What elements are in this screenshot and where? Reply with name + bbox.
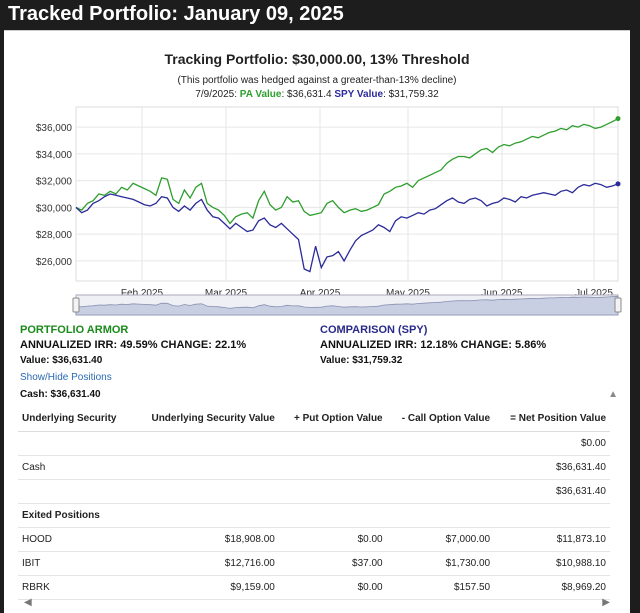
table-cell (132, 503, 279, 528)
table-cell: $10,988.10 (494, 551, 610, 576)
series-endpoint-spy (615, 181, 621, 187)
spy-value-label: SPY Value (334, 89, 384, 100)
table-cell: $7,000.00 (386, 527, 495, 552)
table-section-row: Exited Positions (18, 503, 610, 528)
table-cell: $157.50 (386, 575, 495, 600)
table-cell: HOOD (18, 527, 133, 552)
page-title: Tracked Portfolio: January 09, 2025 (8, 3, 344, 25)
navigator-handle-left (72, 297, 80, 313)
y-tick-label: $32,000 (36, 177, 73, 188)
col-net-position-value: = Net Position Value (494, 405, 610, 432)
col-put-option-value: + Put Option Value (278, 405, 387, 432)
portfolio-chart[interactable]: $36,000 $34,000 $32,000 $30,000 $28,000 $26,0… (4, 101, 630, 321)
cash-line: Cash: $36,631.40 (20, 389, 101, 400)
table-cell: $0.00 (278, 575, 387, 600)
y-tick-label: $36,000 (36, 123, 73, 134)
table-header-row: Underlying Security Underlying Security … (18, 405, 610, 432)
chart-title: Tracking Portfolio: $30,000.00, 13% Thre… (164, 51, 470, 67)
table-cell (386, 431, 495, 456)
table-cell (386, 455, 495, 480)
table-cell: $36,631.40 (494, 455, 610, 480)
table-cell: $18,908.00 (132, 527, 279, 552)
table-cell: $1,730.00 (386, 551, 495, 576)
scroll-up-icon[interactable]: ▲ (608, 389, 618, 400)
pa-value-label: PA Value (239, 89, 282, 100)
pa-stats: ANNUALIZED IRR: 49.59% CHANGE: 22.1% (20, 339, 247, 351)
y-tick-label: $34,000 (36, 150, 73, 161)
series-line-spy (75, 182, 619, 273)
table-cell (386, 503, 495, 528)
series-endpoint-pa (615, 116, 621, 122)
table-cell (132, 479, 279, 504)
spy-summary: COMPARISON (SPY) ANNUALIZED IRR: 12.18% … (320, 323, 546, 368)
y-tick-label: $26,000 (36, 257, 73, 268)
table-cell: $37.00 (278, 551, 387, 576)
spy-value-text: : $31,759.32 (383, 89, 439, 100)
positions-table: Underlying Security Underlying Security … (18, 405, 610, 600)
table-cell: Cash (18, 455, 133, 480)
y-tick-label: $30,000 (36, 203, 73, 214)
chart-tooltip-values: 7/9/2025: PA Value: $36,631.4 SPY Value:… (4, 89, 630, 100)
table-row: $36,631.40 (18, 479, 610, 504)
col-underlying-security: Underlying Security (18, 405, 133, 432)
table-row: $0.00 (18, 431, 610, 456)
table-cell (278, 503, 387, 528)
col-underlying-security-value: Underlying Security Value (132, 405, 279, 432)
pa-name: PORTFOLIO ARMOR (20, 324, 129, 336)
show-hide-positions-link[interactable]: Show/Hide Positions (20, 372, 112, 383)
x-tick-label: Mar 2025 (205, 288, 248, 299)
navigator-series (75, 295, 619, 316)
x-tick-label: Jul 2025 (575, 288, 613, 299)
x-tick-label: Feb 2025 (121, 288, 164, 299)
table-cell: $11,873.10 (494, 527, 610, 552)
table-cell (278, 431, 387, 456)
plot-area (75, 106, 619, 282)
portfolio-armor-summary: PORTFOLIO ARMOR ANNUALIZED IRR: 49.59% C… (20, 323, 246, 368)
table-row: RBRK $9,159.00 $0.00 $157.50 $8,969.20 (18, 575, 610, 600)
horizontal-scrollbar[interactable]: ◀ ▶ (18, 597, 616, 609)
table-cell (132, 431, 279, 456)
tooltip-date: 7/9/2025: (195, 89, 240, 100)
series-line-pa (75, 118, 619, 225)
x-tick-label: Jun 2025 (481, 288, 523, 299)
title-bar: Tracked Portfolio: January 09, 2025 (0, 0, 640, 30)
table-cell (132, 455, 279, 480)
table-cell (386, 479, 495, 504)
spy-value: Value: $31,759.32 (320, 355, 403, 366)
table-cell (278, 455, 387, 480)
table-cell: IBIT (18, 551, 133, 576)
table-cell: RBRK (18, 575, 133, 600)
navigator-handle-right (614, 297, 622, 313)
table-cell (494, 503, 610, 528)
table-cell: Exited Positions (18, 503, 133, 528)
y-tick-label: $28,000 (36, 230, 73, 241)
table-cell: $0.00 (278, 527, 387, 552)
col-call-option-value: - Call Option Value (386, 405, 495, 432)
table-row: Cash $36,631.40 (18, 455, 610, 480)
scroll-left-icon[interactable]: ◀ (24, 597, 32, 608)
chart-subtitle: (This portfolio was hedged against a gre… (177, 75, 457, 86)
spy-stats: ANNUALIZED IRR: 12.18% CHANGE: 5.86% (320, 339, 547, 351)
table-cell: $8,969.20 (494, 575, 610, 600)
table-cell: $36,631.40 (494, 479, 610, 504)
x-tick-label: May 2025 (386, 288, 430, 299)
main-panel: Tracking Portfolio: $30,000.00, 13% Thre… (4, 30, 630, 613)
table-cell: $0.00 (494, 431, 610, 456)
pa-value-text: : $36,631.4 (281, 89, 335, 100)
spy-name: COMPARISON (SPY) (320, 324, 428, 336)
table-cell: $9,159.00 (132, 575, 279, 600)
x-tick-label: Apr 2025 (300, 288, 341, 299)
table-cell (278, 479, 387, 504)
table-cell (18, 431, 133, 456)
table-row: IBIT $12,716.00 $37.00 $1,730.00 $10,988.10 (18, 551, 610, 576)
table-cell: $12,716.00 (132, 551, 279, 576)
pa-value: Value: $36,631.40 (20, 355, 103, 366)
scroll-right-icon[interactable]: ▶ (602, 597, 610, 608)
table-cell (18, 479, 133, 504)
table-row: HOOD $18,908.00 $0.00 $7,000.00 $11,873.10 (18, 527, 610, 552)
